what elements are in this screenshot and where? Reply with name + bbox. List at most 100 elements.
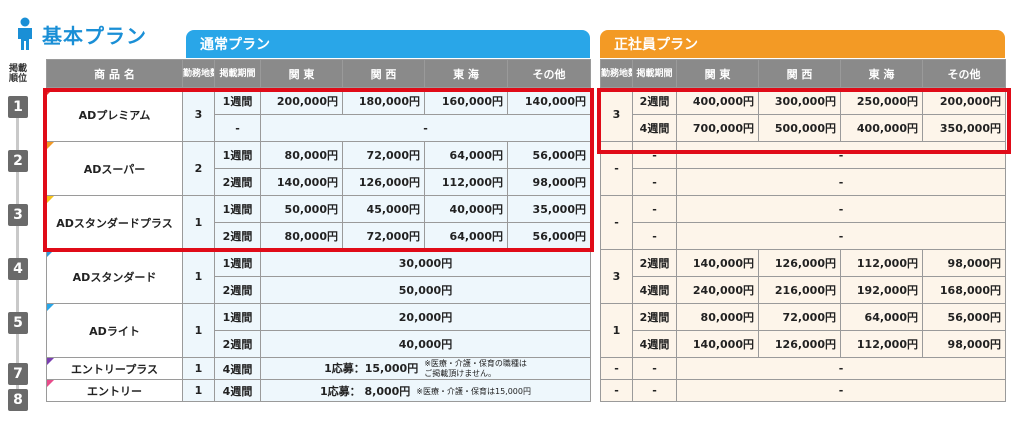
- page-title: 基本プラン: [14, 14, 147, 54]
- product-color-tab: [47, 358, 54, 365]
- table-row: ---: [600, 357, 1006, 380]
- period-cell: -: [632, 379, 677, 402]
- period-cell: 1週間: [214, 249, 261, 277]
- price-cell: 140,000円: [260, 168, 343, 196]
- price-cell: 35,000円: [507, 195, 591, 223]
- merged-price-cell: 50,000円: [260, 276, 591, 304]
- product-name: エントリープラス: [46, 357, 183, 380]
- fulltime-plan-header: 正社員プラン: [600, 30, 1005, 58]
- table-row: 4週間 700,000円 500,000円 400,000円 350,000円: [601, 114, 1006, 142]
- price-cell: 45,000円: [342, 195, 425, 223]
- price-cell: 112,000円: [424, 168, 508, 196]
- highlight-box-right: [597, 88, 1011, 154]
- price-cell: 56,000円: [922, 303, 1006, 331]
- product-name-text: ADプレミアム: [78, 108, 151, 122]
- price-note: ※医療・介護・保育の職種は ご掲載頂けません。: [424, 358, 527, 378]
- product-name-text: ADスーパー: [83, 162, 146, 176]
- merged-price-cell: 40,000円: [260, 330, 591, 358]
- table-row: 4週間 240,000円 216,000円 192,000円 168,000円: [601, 276, 1006, 304]
- merged-price-text: 40,000円: [398, 338, 453, 351]
- table-row: ---: [600, 141, 1006, 196]
- col-tokai: 東 海: [424, 59, 508, 88]
- locations-cell: 3: [600, 87, 633, 142]
- price-cell: 98,000円: [922, 249, 1006, 277]
- table-row: ADスタンダード 1 1週間 30,000円: [46, 249, 591, 304]
- locations-cell: -: [600, 195, 633, 250]
- price-cell: 56,000円: [507, 141, 591, 169]
- period-cell: 2週間: [214, 222, 261, 250]
- locations-cell: 1: [600, 303, 633, 358]
- merged-price-cell: -: [676, 195, 1006, 223]
- table-row: 3 2週間 140,000円 126,000円 112,000円 98,000円: [600, 249, 1006, 304]
- rank-badge: 1: [8, 96, 28, 118]
- table-row: 1 2週間 80,000円 72,000円 64,000円 56,000円: [600, 303, 1006, 358]
- period-cell: 4週間: [632, 330, 677, 358]
- locations-cell: -: [600, 379, 633, 402]
- product-name: ADライト: [46, 303, 183, 358]
- col-tokai: 東 海: [840, 59, 923, 88]
- price-cell: 700,000円: [676, 114, 759, 142]
- table-row: エントリープラス 1 4週間 1応募：15,000円 ※医療・介護・保育の職種は ご掲載頂…: [46, 357, 591, 380]
- product-name: ADプレミアム: [46, 87, 183, 142]
- period-cell: 1週間: [214, 303, 261, 331]
- period-cell: 2週間: [632, 303, 677, 331]
- col-locations: 勤務地数: [182, 59, 215, 88]
- col-other: その他: [507, 59, 591, 88]
- rank-badge: 4: [8, 258, 28, 280]
- price-cell: 64,000円: [840, 303, 923, 331]
- period-cell: -: [632, 141, 677, 169]
- merged-price-cell: -: [676, 379, 1006, 402]
- table-row: 4週間 140,000円 126,000円 112,000円 98,000円: [601, 330, 1006, 358]
- table-row: ADライト 1 1週間 20,000円: [46, 303, 591, 358]
- merged-price-cell: -: [676, 357, 1006, 380]
- rank-badge: 2: [8, 150, 28, 172]
- price-cell: 140,000円: [676, 249, 759, 277]
- price-cell: 216,000円: [758, 276, 841, 304]
- price-cell: 80,000円: [676, 303, 759, 331]
- product-name: ADスタンダード: [46, 249, 183, 304]
- merged-price-text: 50,000円: [398, 284, 453, 297]
- table-row: ---: [600, 195, 1006, 250]
- product-name: ADスタンダードプラス: [46, 195, 183, 250]
- period-cell: 4週間: [214, 357, 261, 380]
- price-cell: 80,000円: [260, 222, 343, 250]
- price-cell: 192,000円: [840, 276, 923, 304]
- col-period: 掲載期間: [214, 59, 261, 88]
- col-kanto: 関 東: [260, 59, 343, 88]
- highlight-box-left: [43, 88, 594, 252]
- table-row: 2週間 40,000円: [47, 330, 591, 358]
- period-cell: 2週間: [632, 249, 677, 277]
- locations-cell: 1: [182, 357, 215, 380]
- product-color-tab: [47, 196, 54, 203]
- merged-price-cell: 1応募：15,000円 ※医療・介護・保育の職種は ご掲載頂けません。: [260, 357, 591, 380]
- col-other: その他: [922, 59, 1006, 88]
- period-cell: -: [214, 114, 261, 142]
- title-text: 基本プラン: [42, 23, 147, 48]
- merged-price-text: 1応募： 8,000円: [320, 384, 411, 398]
- period-cell: 4週間: [632, 114, 677, 142]
- period-cell: -: [632, 195, 677, 223]
- product-name-text: エントリー: [87, 384, 142, 398]
- table-row: --: [47, 114, 591, 142]
- price-cell: 168,000円: [922, 276, 1006, 304]
- merged-price-text: 20,000円: [398, 311, 453, 324]
- period-cell: 4週間: [632, 276, 677, 304]
- col-locations: 勤務地数: [600, 59, 633, 88]
- locations-cell: 1: [182, 303, 215, 358]
- product-color-tab: [47, 304, 54, 311]
- col-kanto: 関 東: [676, 59, 759, 88]
- rank-badge: 3: [8, 204, 28, 226]
- table-row: --: [601, 168, 1006, 196]
- table-row: 2週間 140,000円 126,000円 112,000円 98,000円: [47, 168, 591, 196]
- period-cell: 1週間: [214, 141, 261, 169]
- price-cell: 112,000円: [840, 249, 923, 277]
- rank-badge: 7: [8, 363, 28, 385]
- price-cell: 64,000円: [424, 222, 508, 250]
- period-cell: 2週間: [214, 276, 261, 304]
- price-cell: 126,000円: [342, 168, 425, 196]
- product-name: ADスーパー: [46, 141, 183, 196]
- col-kansai: 関 西: [342, 59, 425, 88]
- price-note: ※医療・介護・保育は15,000円: [416, 386, 531, 396]
- product-name-text: ADスタンダードプラス: [56, 216, 173, 230]
- product-name-text: エントリープラス: [70, 362, 159, 376]
